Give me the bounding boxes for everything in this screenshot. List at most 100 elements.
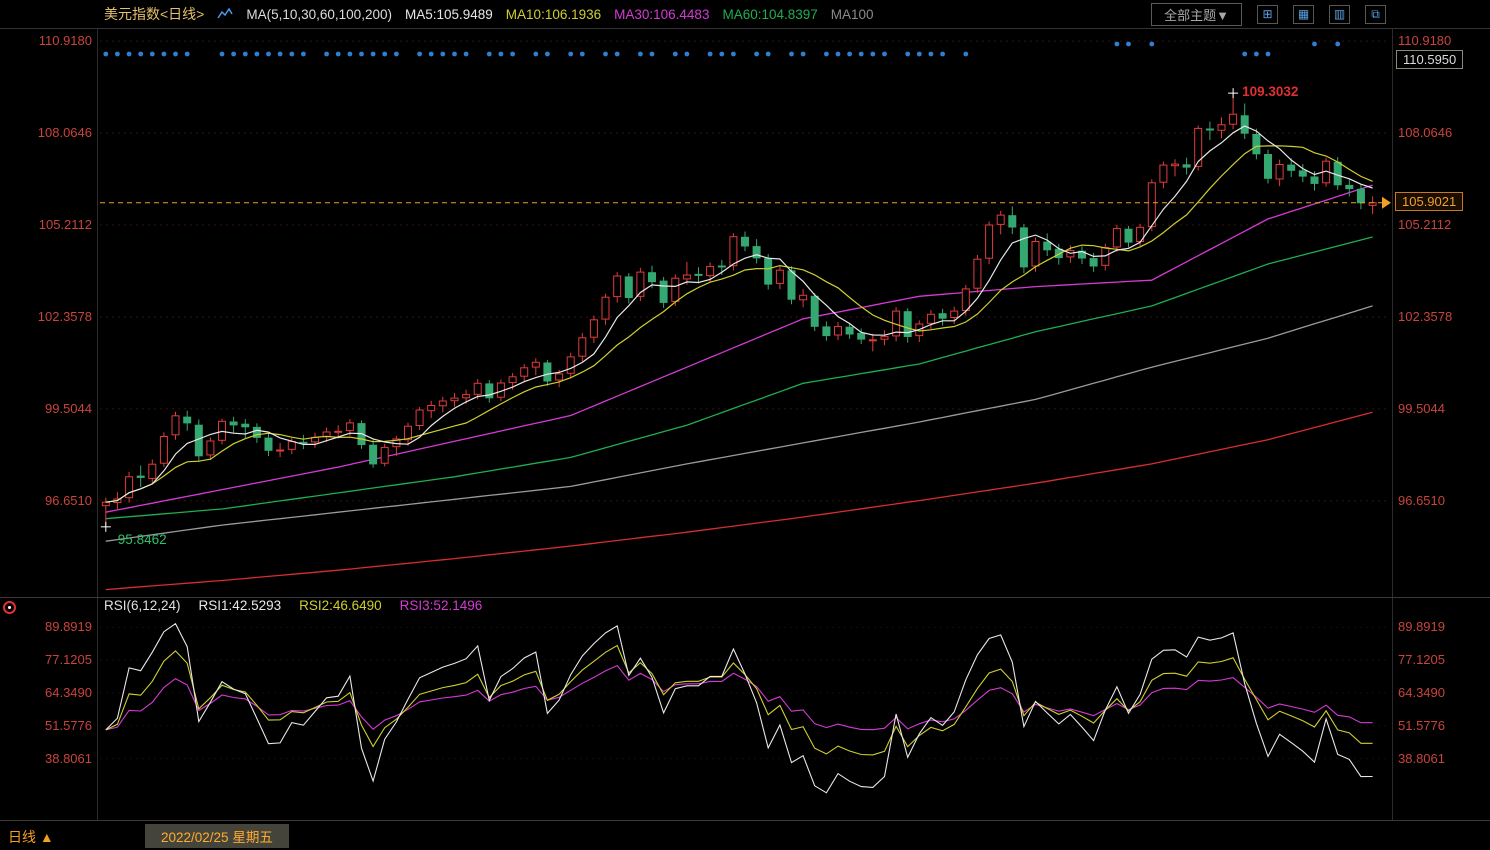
rsi12-line [105,644,1373,756]
event-dot [289,51,295,57]
ma60-value: MA60:104.8397 [722,6,818,22]
candle-body [369,444,378,465]
candle-body [1031,241,1040,267]
event-dot [847,51,852,57]
candle-body [810,295,819,327]
candle-body [822,326,831,337]
candle-body [787,270,796,300]
candle-body [1205,128,1214,131]
event-dot [359,51,364,57]
ma5-line [105,125,1373,503]
ma60-line [105,236,1373,520]
bar-panel-button[interactable]: ▥ [1329,4,1350,24]
event-dot [928,51,934,57]
low-annotation: 95.8462 [117,531,167,547]
candle-body [752,246,761,259]
last-price-box: 105.9021 [1395,191,1464,211]
candle-body [1275,164,1284,180]
event-dot [940,51,945,57]
event-dot [1335,41,1341,47]
candle-body [287,441,296,450]
candle-body [380,446,389,464]
ma30-line [105,184,1373,513]
event-dot [103,51,109,57]
period-selector[interactable]: 日线 ▲ [8,829,54,845]
candle-body [508,376,517,384]
candle-body [1147,182,1156,228]
event-dot [916,51,922,57]
candle-body [1287,164,1296,171]
event-dot [254,51,260,57]
event-dot [242,51,248,57]
candle-body [229,421,238,426]
panes-layout-button[interactable]: ▦ [1293,4,1314,24]
event-dot [1242,51,1248,57]
rsi24-line [105,664,1373,731]
ma5-value: MA5:105.9489 [404,6,493,22]
event-dot [184,51,190,57]
ma-settings-label[interactable]: MA(5,10,30,60,100,200) [246,6,392,22]
event-dot [347,51,353,57]
event-dot [719,51,725,57]
candle-body [729,236,738,267]
rsi1-value: RSI1:42.5293 [198,598,282,613]
rsi-header: RSI(6,12,24) RSI1:42.5293 RSI2:46.6490 R… [104,598,482,613]
candle-body [531,361,540,368]
candle-body [659,280,668,303]
event-dot [754,51,759,57]
event-dot [301,51,306,57]
event-dot [335,51,341,57]
rsi6-line [105,622,1373,794]
candle-body [415,409,424,426]
candle-body [1124,228,1133,243]
candle-body [694,273,703,276]
candle-body [764,258,773,285]
event-dot [510,51,515,57]
candle-body [1043,241,1052,251]
event-dot [614,51,620,57]
start-date-box: 2022/02/25 星期五 [145,824,289,848]
candle-body [1356,188,1365,204]
candle-body [1194,127,1203,167]
candle-body [589,319,598,338]
event-dot [905,51,911,57]
candle-body [136,475,145,478]
candle-body [1264,154,1272,179]
event-dot [219,51,225,57]
event-dot [603,51,608,57]
candle-body [868,339,877,342]
candle-body [950,310,959,319]
layout-grid-button[interactable]: ⊞ [1257,4,1278,24]
candle-body [857,332,866,340]
candle-body [1008,215,1017,228]
event-dot [672,51,678,57]
candle-body [450,397,459,402]
candle-body [1240,115,1249,134]
candle-body [648,272,656,283]
rsi-settings-label[interactable]: RSI(6,12,24) [104,598,181,613]
rsi2-value: RSI2:46.6490 [299,598,382,613]
candle-body [171,415,180,436]
indicator-target-icon[interactable] [3,601,16,614]
event-dot [789,51,794,57]
event-dot [882,51,887,57]
candle-body [1298,170,1307,177]
symbol-title: 美元指数<日线> [104,6,205,22]
candle-body [566,356,575,374]
candle-body [624,276,633,298]
candle-body [706,266,715,277]
event-dot [394,51,399,57]
candle-body [404,425,412,441]
candle-body [427,405,436,412]
event-dot [1149,41,1155,47]
candle-body [520,367,529,377]
candle-body [671,277,680,302]
candle-body [276,449,285,452]
event-dot [858,51,864,57]
event-dot [149,51,155,57]
themes-dropdown-button[interactable]: 全部主题▼ [1151,2,1242,26]
new-window-button[interactable]: ⧉ [1365,4,1386,24]
candle-body [252,426,261,438]
event-dot [440,51,446,57]
